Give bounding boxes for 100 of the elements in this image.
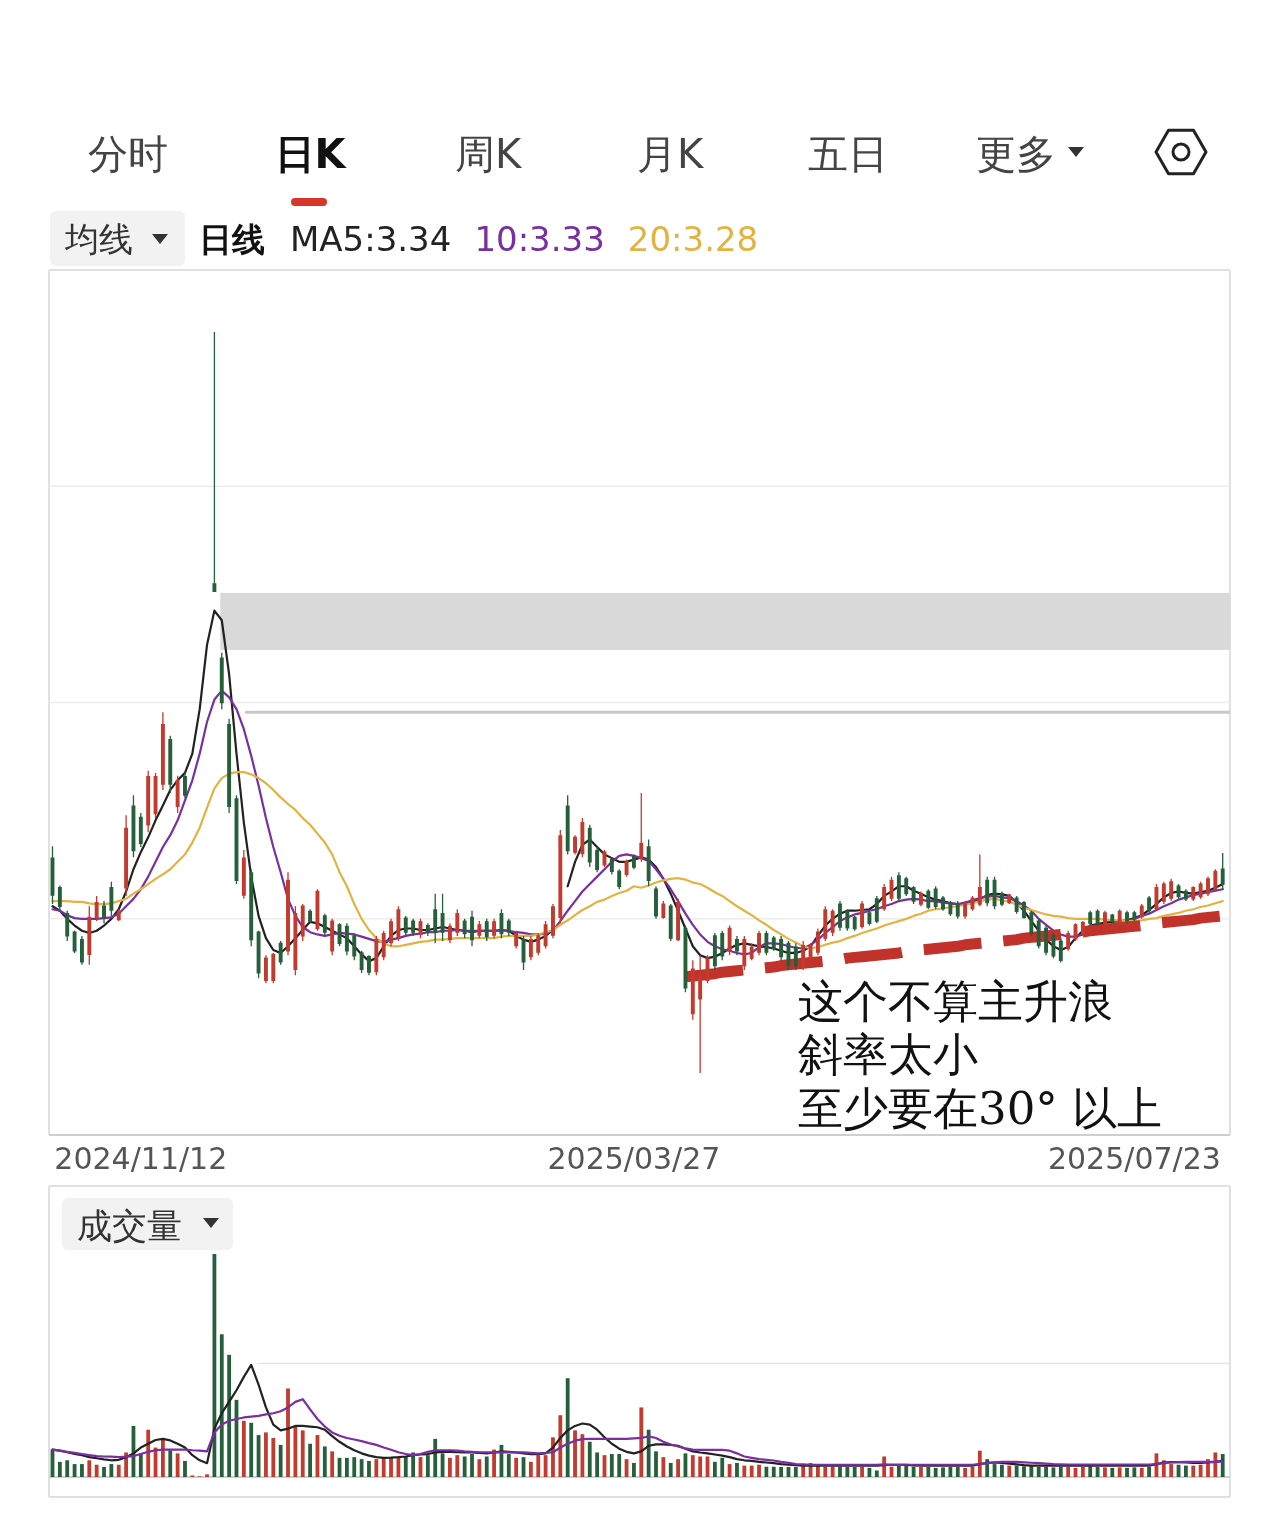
- candlestick: [977, 853, 982, 907]
- candlestick: [425, 922, 430, 937]
- bar: [1191, 1465, 1196, 1477]
- candlestick: [852, 915, 857, 932]
- candlestick: [757, 930, 761, 956]
- bar: [698, 1456, 703, 1477]
- candlestick: [1080, 920, 1085, 937]
- bar: [293, 1425, 298, 1477]
- candlestick: [874, 895, 879, 924]
- candlestick: [344, 922, 349, 956]
- candlestick: [661, 900, 666, 920]
- bar: [852, 1466, 857, 1477]
- bar: [1088, 1466, 1093, 1477]
- bar: [271, 1437, 276, 1477]
- bar: [735, 1462, 739, 1477]
- bar: [448, 1457, 452, 1477]
- candlestick: [1183, 888, 1188, 902]
- candlestick: [963, 900, 968, 920]
- candlestick: [860, 900, 865, 930]
- bar: [300, 1430, 305, 1477]
- bar: [322, 1446, 327, 1477]
- candlestick: [639, 792, 644, 863]
- bar: [595, 1452, 600, 1477]
- candlestick: [896, 871, 901, 902]
- candlestick: [838, 900, 842, 932]
- bar: [948, 1466, 953, 1477]
- bar: [676, 1459, 680, 1477]
- candlestick: [558, 829, 563, 924]
- bar: [904, 1465, 909, 1477]
- candlestick: [440, 893, 445, 942]
- text: 均线: [64, 219, 133, 259]
- bar: [573, 1430, 577, 1477]
- candlestick: [646, 838, 651, 887]
- bar: [411, 1452, 416, 1477]
- bar: [543, 1455, 548, 1477]
- bar: [617, 1454, 622, 1477]
- candlestick: [595, 846, 600, 873]
- bar: [712, 1461, 717, 1477]
- candlestick: [322, 913, 327, 937]
- candlestick: [1169, 878, 1174, 902]
- x-tick-label: 2025/03/27: [547, 1141, 721, 1176]
- candlestick: [396, 905, 401, 942]
- candlestick: [727, 924, 732, 956]
- bar: [742, 1465, 747, 1477]
- candlestick: [1110, 913, 1115, 924]
- bar: [874, 1470, 879, 1477]
- bar: [1058, 1466, 1063, 1477]
- bar: [654, 1451, 658, 1477]
- bar: [352, 1457, 357, 1477]
- bar: [860, 1466, 864, 1477]
- candlestick: [1139, 903, 1144, 920]
- bar: [109, 1464, 114, 1477]
- candlestick: [168, 735, 173, 794]
- bar: [1029, 1465, 1034, 1477]
- bar: [367, 1460, 371, 1477]
- bar: [138, 1453, 143, 1477]
- candlestick: [1220, 852, 1225, 891]
- text: 至少要在30° 以上: [798, 1082, 1163, 1135]
- candlestick: [617, 868, 622, 890]
- bar: [344, 1457, 349, 1477]
- candlestick: [102, 900, 106, 924]
- candlestick: [116, 908, 121, 922]
- text: 周K: [454, 131, 523, 177]
- bar: [816, 1465, 820, 1477]
- candlestick: [1095, 908, 1100, 927]
- bar: [823, 1466, 828, 1477]
- candlestick: [87, 905, 92, 966]
- bar: [374, 1459, 379, 1477]
- candlestick: [1036, 918, 1041, 950]
- bar: [57, 1461, 62, 1477]
- bar: [1169, 1464, 1174, 1477]
- bar: [919, 1466, 923, 1477]
- bar: [359, 1459, 364, 1477]
- candlestick: [933, 885, 938, 910]
- bar: [403, 1456, 408, 1477]
- candlestick: [183, 772, 187, 799]
- candlestick: [1147, 895, 1152, 915]
- candlestick: [286, 871, 290, 956]
- text: 更多: [976, 131, 1056, 177]
- candlestick: [263, 954, 268, 984]
- candlestick: [1044, 924, 1049, 956]
- candlestick: [882, 883, 887, 912]
- bar: [1014, 1465, 1019, 1477]
- bar: [1007, 1465, 1012, 1477]
- candlestick: [1206, 875, 1210, 897]
- candlestick: [955, 900, 960, 920]
- bar: [690, 1455, 695, 1477]
- bar: [668, 1462, 673, 1477]
- bar: [455, 1455, 460, 1477]
- candlestick: [1066, 930, 1071, 952]
- bar: [80, 1464, 84, 1477]
- candlestick: [433, 893, 438, 944]
- candlestick: [941, 895, 945, 912]
- bar: [727, 1464, 732, 1477]
- candlestick: [484, 918, 489, 942]
- candlestick: [528, 935, 533, 962]
- bar: [661, 1457, 666, 1477]
- candlestick: [624, 858, 629, 878]
- candlestick: [771, 935, 776, 952]
- bar: [963, 1467, 968, 1477]
